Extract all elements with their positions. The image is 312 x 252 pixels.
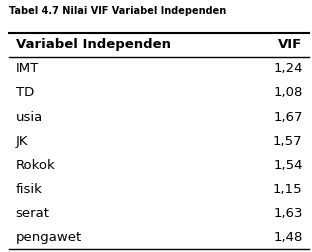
Text: 1,08: 1,08 [273, 86, 303, 100]
Text: IMT: IMT [16, 62, 39, 75]
Text: usia: usia [16, 111, 43, 123]
Text: VIF: VIF [278, 38, 303, 51]
Text: 1,67: 1,67 [273, 111, 303, 123]
Text: Rokok: Rokok [16, 159, 55, 172]
Text: pengawet: pengawet [16, 231, 82, 244]
Text: 1,57: 1,57 [273, 135, 303, 148]
Text: 1,63: 1,63 [273, 207, 303, 220]
Text: Tabel 4.7 Nilai VIF Variabel Independen: Tabel 4.7 Nilai VIF Variabel Independen [9, 6, 227, 16]
Text: serat: serat [16, 207, 50, 220]
Text: 1,48: 1,48 [273, 231, 303, 244]
Text: TD: TD [16, 86, 34, 100]
Text: 1,54: 1,54 [273, 159, 303, 172]
Text: fisik: fisik [16, 183, 42, 196]
Text: 1,15: 1,15 [273, 183, 303, 196]
Text: 1,24: 1,24 [273, 62, 303, 75]
Text: JK: JK [16, 135, 28, 148]
Text: Variabel Independen: Variabel Independen [16, 38, 171, 51]
